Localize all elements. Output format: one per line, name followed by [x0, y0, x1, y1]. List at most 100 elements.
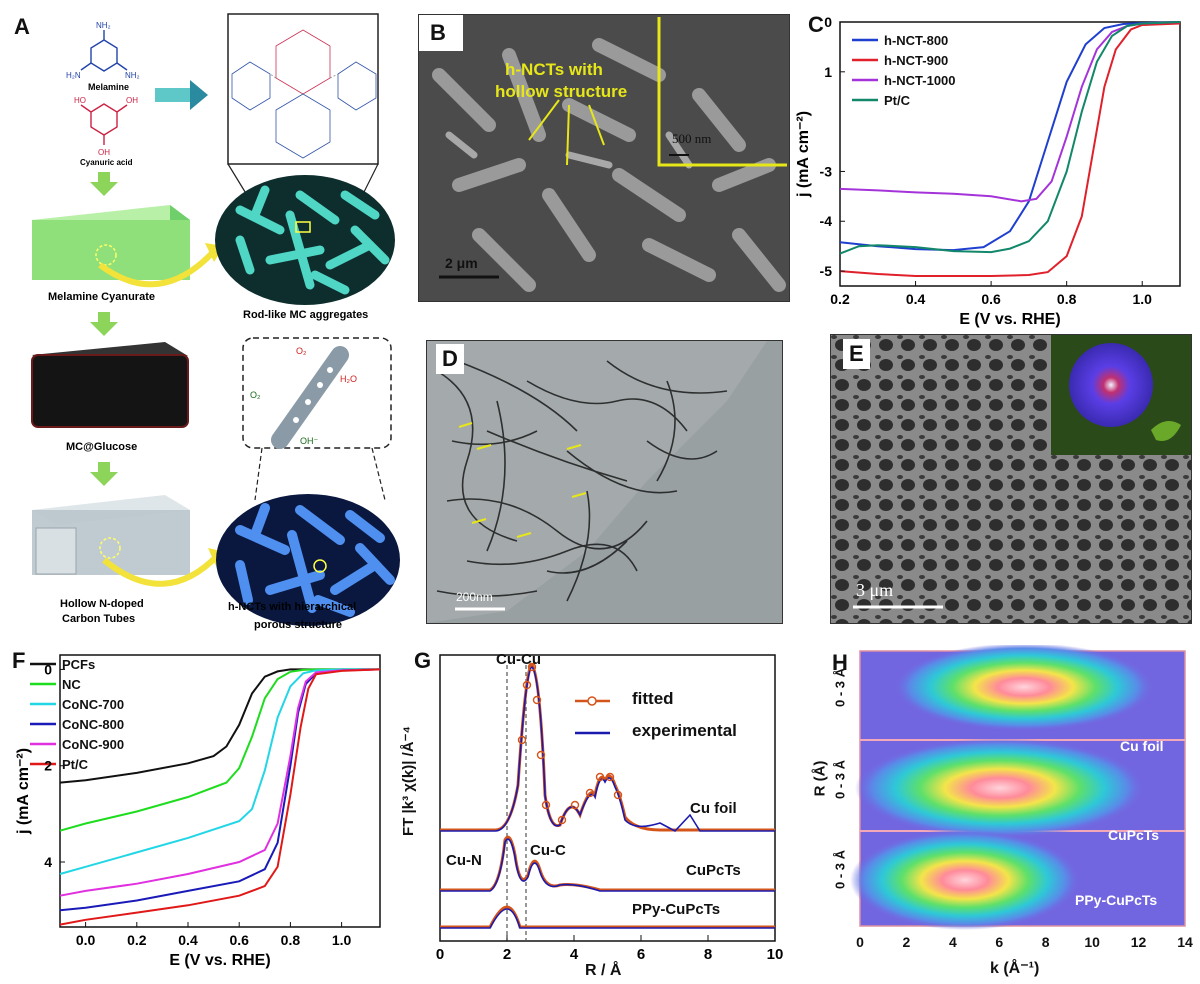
arrow-right-icon — [155, 88, 190, 102]
y-tick-label: -4 — [820, 213, 833, 229]
x-tick-label: 4 — [570, 946, 579, 963]
panel-e-sem-image — [830, 334, 1192, 624]
orr-inset-box — [242, 337, 392, 449]
heatmap-x-tick-label: 6 — [995, 934, 1004, 950]
legend-label: NC — [62, 677, 81, 692]
heatmap-x-tick-label: 10 — [1084, 934, 1100, 950]
series-line-h-nct-1000 — [839, 21, 1181, 203]
heatmap-row-tick-3: 0 - 3 Å — [832, 850, 848, 890]
plot-frame — [59, 654, 381, 928]
y-axis-label: j (mA cm⁻²) — [15, 748, 32, 835]
x-tick-label: 0.8 — [1057, 291, 1077, 307]
series-line-h-nct-800 — [839, 21, 1181, 252]
panel-e-label: E — [843, 339, 870, 369]
melamine-molecule — [80, 30, 128, 72]
hollow-tube-block — [32, 495, 190, 575]
x-tick-label: 2 — [503, 946, 511, 963]
legend-label: PCFs — [62, 657, 95, 672]
panel-b-scalebar-inset: 500 nm — [672, 131, 712, 146]
x-tick-label: 8 — [704, 946, 712, 963]
panel-a-label: A — [14, 14, 30, 39]
panel-g-chart: 0 2 4 6 8 10 — [436, 654, 783, 963]
chart-g-annot-cucu: Cu-Cu — [496, 651, 541, 668]
heatmap-row-tick-1: 0 - 3 Å — [832, 668, 848, 708]
cyanuric-acid-molecule — [80, 103, 128, 145]
svg-text:H₂N: H₂N — [66, 71, 81, 80]
y-tick-label: 2 — [44, 758, 52, 774]
series-line-pt-c — [59, 668, 381, 926]
heatmap-x-tick-label: 8 — [1041, 934, 1050, 950]
porous-tube-icon — [271, 346, 349, 449]
panel-a-scheme: NH₂ NH₂ H₂N Melamine HO OH OH Cyanuric a… — [31, 13, 400, 631]
svg-text:NH₂: NH₂ — [96, 21, 111, 30]
series-line-conc-900 — [59, 668, 381, 897]
panel-b-annotation-line1: h-NCTs with — [505, 60, 603, 79]
rod-caption: Rod-like MC aggregates — [243, 309, 368, 321]
chart-g-annot-cun: Cu-N — [446, 852, 482, 869]
legend-label: CoNC-800 — [62, 717, 124, 732]
heatmap-x-tick-label: 4 — [948, 934, 957, 950]
panel-d-scalebar: 200nm — [456, 590, 493, 604]
legend-label: h-NCT-800 — [884, 33, 948, 48]
y-tick-label: -3 — [820, 163, 833, 179]
panel-f-chart: PCFs NC CoNC-700 CoNC-800 CoNC-900 Pt/C 0.0 0.2… — [15, 654, 381, 969]
o2-label: O₂ — [296, 346, 307, 356]
x-tick-label: 0.2 — [127, 932, 147, 948]
oh-label: OH⁻ — [300, 436, 319, 446]
hbond-network-box — [227, 13, 379, 165]
legend-label: h-NCT-900 — [884, 53, 948, 68]
heatmap-cupcts — [855, 738, 1145, 838]
chart-g-annot-cupcts: CuPcTs — [686, 862, 741, 879]
y-tick-label: 1 — [824, 64, 832, 80]
y-tick-label: -5 — [820, 263, 833, 279]
heatmap-row-label-3: PPy-CuPcTs — [1075, 892, 1158, 908]
series-line-h-nct-900 — [839, 22, 1181, 277]
x-tick-label: 0.6 — [229, 932, 249, 948]
x-tick-label: 0.0 — [76, 932, 96, 948]
x-tick-label: 1.0 — [1132, 291, 1152, 307]
melamine-caption: Melamine — [88, 82, 129, 92]
hncts-caption-2: porous structure — [254, 619, 342, 631]
heatmap-x-tick-label: 2 — [902, 934, 911, 950]
hncts-caption-1: h-NCTs with hierarchical — [228, 601, 356, 613]
cyanuric-acid-caption: Cyanuric acid — [80, 158, 133, 167]
hbond-network-drawing — [231, 29, 377, 159]
chart-g-annot-ppy: PPy-CuPcTs — [632, 901, 721, 918]
hollow-caption-2: Carbon Tubes — [62, 613, 135, 625]
panel-b-scalebar-main: 2 μm — [445, 255, 478, 271]
arrow-down-icon — [90, 172, 118, 196]
chart-g-annot-cuc: Cu-C — [530, 842, 566, 859]
x-tick-label: 0.2 — [830, 291, 850, 307]
panel-c-chart: h-NCT-800 h-NCT-900 h-NCT-1000 Pt/C 0.2 0.4 0.… — [795, 14, 1181, 328]
x-tick-label: 0 — [436, 946, 444, 963]
heatmap-x-tick-label: 12 — [1130, 934, 1147, 950]
y-tick-label: 0 — [824, 14, 832, 30]
heatmap-row-tick-2: 0 - 3 Å — [832, 760, 848, 800]
heatmap-ppy-cupcts — [850, 830, 1080, 930]
panel-b-sem-image — [418, 14, 790, 302]
y-tick-label: 4 — [44, 854, 52, 870]
mc-caption: Melamine Cyanurate — [48, 291, 155, 303]
chart-g-xlabel: R / Å — [585, 962, 622, 979]
panel-b-label: B — [430, 20, 446, 45]
chart-g-annot-cufoil: Cu foil — [690, 800, 737, 817]
series-line-pt-c — [839, 21, 1181, 255]
panel-f-label: F — [12, 648, 26, 673]
heatmap-xlabel: k (Å⁻¹) — [990, 960, 1040, 977]
chart-g-ylabel: FT |k³ χ(k)| /Å⁻⁴ — [400, 726, 417, 836]
x-tick-label: 6 — [637, 946, 645, 963]
svg-text:HO: HO — [74, 96, 86, 105]
mc-glucose-caption: MC@Glucose — [66, 441, 137, 453]
panel-g-label: G — [414, 648, 432, 673]
panel-h-label: H — [832, 650, 848, 675]
heatmap-row-label-2: CuPcTs — [1108, 827, 1160, 843]
legend-label: CoNC-700 — [62, 697, 124, 712]
svg-text:NH₂: NH₂ — [125, 71, 140, 80]
mc-glucose-block — [31, 342, 189, 428]
panel-b-annotation-line2: hollow structure — [495, 82, 628, 101]
x-tick-label: 0.4 — [178, 932, 198, 948]
x-tick-label: 1.0 — [332, 932, 352, 948]
svg-text:OH: OH — [126, 96, 138, 105]
x-axis-label: E (V vs. RHE) — [959, 311, 1060, 328]
o2-green-label: O₂ — [250, 390, 261, 400]
